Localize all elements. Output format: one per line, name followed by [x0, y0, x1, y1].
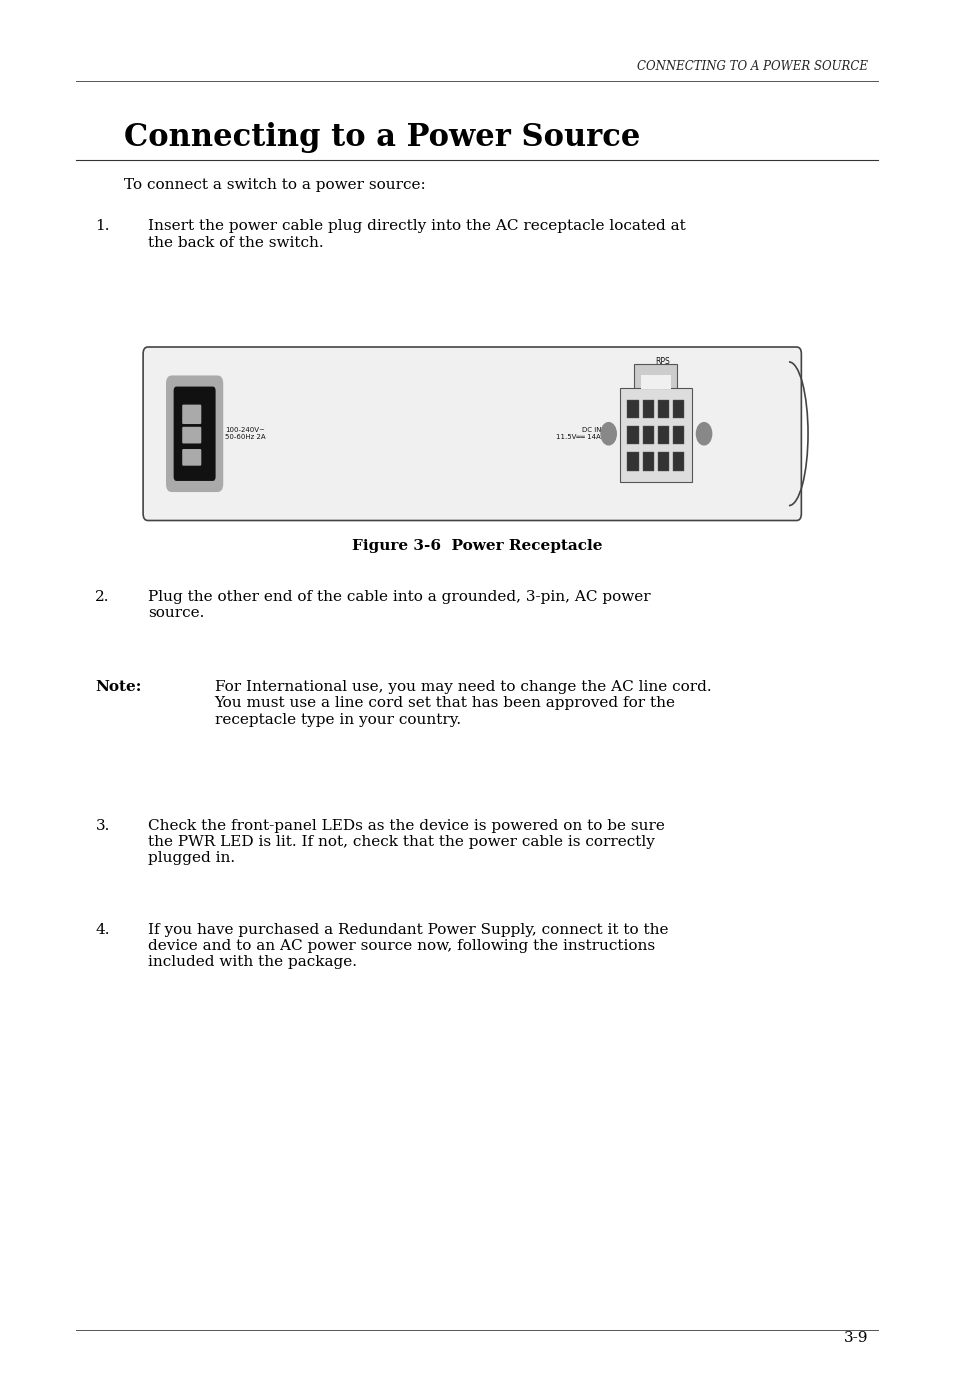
Text: 4.: 4.: [95, 923, 110, 937]
Text: Figure 3-6  Power Receptacle: Figure 3-6 Power Receptacle: [352, 539, 601, 552]
FancyBboxPatch shape: [143, 347, 801, 520]
Text: Check the front-panel LEDs as the device is powered on to be sure
the PWR LED is: Check the front-panel LEDs as the device…: [148, 819, 664, 865]
Text: 100-240V~
50-60Hz 2A: 100-240V~ 50-60Hz 2A: [225, 428, 266, 440]
Text: Note:: Note:: [95, 680, 142, 694]
Bar: [657, 400, 668, 418]
Bar: [626, 400, 638, 418]
Bar: [626, 426, 638, 444]
Circle shape: [696, 422, 711, 446]
Text: To connect a switch to a power source:: To connect a switch to a power source:: [124, 178, 425, 192]
Text: 3.: 3.: [95, 819, 110, 833]
Text: DC IN
11.5V══ 14A: DC IN 11.5V══ 14A: [556, 428, 600, 440]
Bar: [657, 426, 668, 444]
Bar: [641, 400, 653, 418]
Text: 1.: 1.: [95, 219, 110, 233]
Bar: [657, 452, 668, 471]
Text: Insert the power cable plug directly into the AC receptacle located at
the back : Insert the power cable plug directly int…: [148, 219, 685, 250]
FancyBboxPatch shape: [182, 450, 201, 466]
Bar: [641, 452, 653, 471]
Text: Connecting to a Power Source: Connecting to a Power Source: [124, 122, 639, 153]
Bar: [672, 400, 683, 418]
FancyBboxPatch shape: [173, 387, 215, 482]
Text: 2.: 2.: [95, 590, 110, 604]
Bar: [626, 452, 638, 471]
FancyBboxPatch shape: [634, 364, 677, 389]
FancyBboxPatch shape: [182, 428, 201, 444]
Text: For International use, you may need to change the AC line cord.
You must use a l: For International use, you may need to c…: [214, 680, 711, 726]
Circle shape: [600, 422, 616, 446]
FancyBboxPatch shape: [182, 405, 201, 425]
Bar: [672, 452, 683, 471]
Bar: [619, 389, 691, 483]
Text: 3-9: 3-9: [842, 1331, 867, 1345]
Bar: [672, 426, 683, 444]
Bar: [641, 426, 653, 444]
FancyBboxPatch shape: [166, 376, 223, 493]
Text: Plug the other end of the cable into a grounded, 3-pin, AC power
source.: Plug the other end of the cable into a g…: [148, 590, 650, 620]
FancyBboxPatch shape: [640, 375, 670, 389]
Text: If you have purchased a Redundant Power Supply, connect it to the
device and to : If you have purchased a Redundant Power …: [148, 923, 668, 969]
Text: CONNECTING TO A POWER SOURCE: CONNECTING TO A POWER SOURCE: [637, 60, 867, 74]
Text: RPS: RPS: [655, 358, 670, 366]
